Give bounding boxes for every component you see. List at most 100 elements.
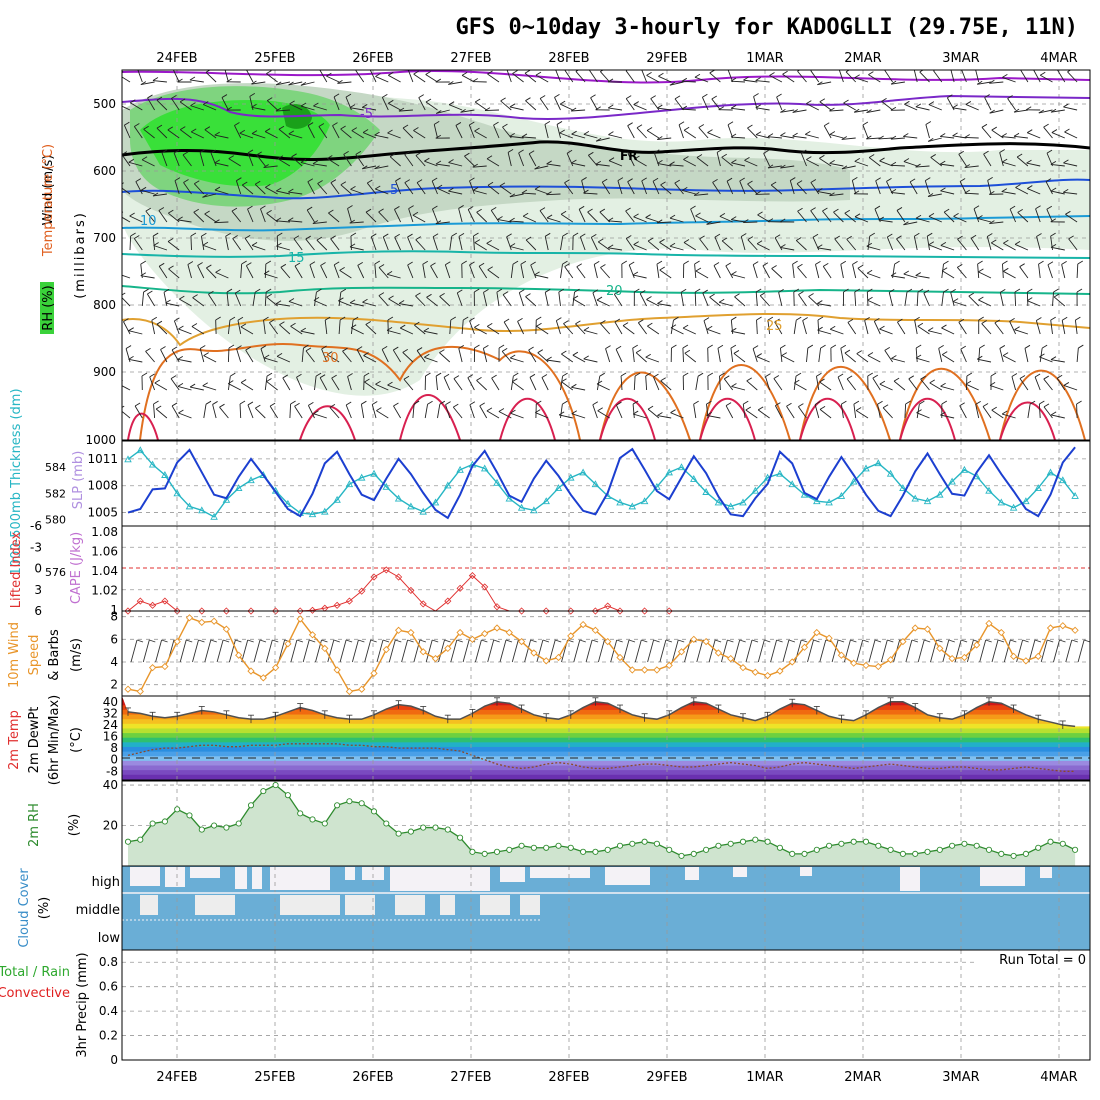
- wind10-barb-flag: [456, 639, 463, 643]
- wind-barb-flag: [638, 319, 644, 324]
- lifted-point: [665, 607, 673, 615]
- wind-barb-flag: [929, 379, 935, 384]
- wind-barb: [733, 353, 746, 363]
- wind-barb-flag: [693, 192, 700, 196]
- wind-barb-flag: [682, 344, 689, 349]
- wind-barb: [546, 217, 561, 223]
- wind-barb-flag: [647, 237, 654, 242]
- wind-barb-flag: [657, 104, 663, 109]
- wind-barb-flag: [1043, 375, 1049, 380]
- wind-barb-flag: [829, 325, 836, 330]
- wind-barb-flag: [152, 232, 159, 237]
- wind-barb-flag: [1035, 205, 1041, 210]
- wind-barb: [608, 134, 623, 139]
- wind-barb-flag: [690, 205, 696, 210]
- wind-barb-flag: [309, 261, 316, 266]
- wind-barb-flag: [266, 209, 272, 214]
- wind-barb-flag: [730, 77, 737, 82]
- precip-grid: [122, 950, 1090, 1060]
- wind-barb: [234, 125, 242, 139]
- wind-barb: [767, 320, 771, 335]
- wind-barb: [456, 292, 463, 307]
- wind10-barb: [745, 639, 753, 663]
- wind-barb-flag: [669, 242, 676, 247]
- wind-barb-flag: [340, 125, 346, 130]
- wind-barb: [1064, 131, 1078, 139]
- wind-barb-flag: [556, 317, 562, 322]
- wind-barb-flag: [706, 220, 712, 225]
- lifted-point: [345, 597, 353, 605]
- wind-barb: [264, 263, 267, 279]
- wind-barb-flag: [867, 288, 873, 293]
- wind-barb: [1063, 106, 1078, 111]
- wind-barb-flag: [290, 400, 296, 405]
- wind-barb-flag: [190, 128, 197, 133]
- wind-barb-flag: [782, 70, 788, 75]
- thickness-point: [124, 455, 132, 463]
- wind-barb: [149, 376, 156, 391]
- wind-barb: [759, 295, 770, 307]
- rh2m-point: [580, 848, 587, 855]
- wind-barb-flag: [215, 316, 221, 321]
- wind10-barb-flag: [641, 639, 648, 643]
- wind-barb-flag: [923, 289, 930, 294]
- wind-barb: [408, 208, 414, 223]
- wind-barb: [927, 193, 942, 197]
- wind-barb: [597, 410, 610, 419]
- wind-barb: [1013, 109, 1028, 113]
- wind-barb: [1050, 246, 1065, 251]
- wind10-point: [800, 643, 809, 651]
- wind-barb-flag: [474, 98, 481, 103]
- wind-barb: [884, 70, 893, 83]
- wind-barb: [445, 404, 451, 419]
- wind-barb: [564, 182, 574, 195]
- wind-barb: [608, 247, 623, 251]
- rh2m-point: [826, 842, 833, 849]
- wind-barb: [714, 236, 721, 251]
- wind-barb: [797, 70, 807, 83]
- thickness-point: [161, 471, 169, 478]
- wind-barb-flag: [810, 207, 816, 212]
- wind-barb: [882, 407, 893, 419]
- wind-barb: [251, 133, 266, 139]
- rh2m-point: [629, 840, 636, 847]
- wind-barb: [212, 404, 217, 419]
- wind-barb-flag: [817, 244, 823, 249]
- wind-barb-flag: [245, 346, 251, 351]
- cloud-middle-gap: [480, 895, 510, 915]
- wind-barb-flag: [265, 288, 272, 293]
- wind-barb: [632, 274, 647, 279]
- wind-barb-flag: [596, 380, 603, 385]
- thickness-point: [1022, 497, 1030, 505]
- wind-barb: [330, 238, 340, 251]
- wind-barb: [366, 182, 377, 195]
- wind-barb-flag: [289, 100, 295, 105]
- wind-barb-flag: [435, 160, 442, 165]
- wind-barb: [583, 192, 598, 195]
- wind-barb: [407, 70, 414, 83]
- temp-ylabel-3: (6hr Min/Max): [47, 695, 62, 785]
- wind-barb: [752, 264, 758, 279]
- wind-barb: [203, 404, 207, 419]
- wind-barb-flag: [202, 241, 209, 246]
- wind-barb-flag: [797, 70, 801, 72]
- thickness-point: [456, 465, 464, 473]
- wind-barb-flag: [320, 262, 326, 266]
- cloud-level-high: high: [92, 875, 120, 890]
- rh2m-point: [752, 836, 759, 843]
- wind-barb: [152, 193, 167, 197]
- wind-barb-flag: [225, 66, 230, 69]
- temp-band: [122, 728, 1090, 734]
- wind-barb: [1002, 161, 1016, 167]
- wind-barb-flag: [1024, 344, 1031, 349]
- lifted-point: [308, 606, 317, 614]
- wind-barb-flag: [778, 289, 784, 293]
- wind-barb-flag: [1050, 218, 1057, 223]
- wind-barb: [412, 214, 426, 223]
- wind-barb: [469, 320, 475, 335]
- wind-barb: [439, 296, 451, 307]
- wind-barb: [625, 70, 635, 83]
- wind-barb: [260, 208, 266, 223]
- wind-barb: [192, 297, 205, 307]
- wind-barb: [123, 125, 131, 139]
